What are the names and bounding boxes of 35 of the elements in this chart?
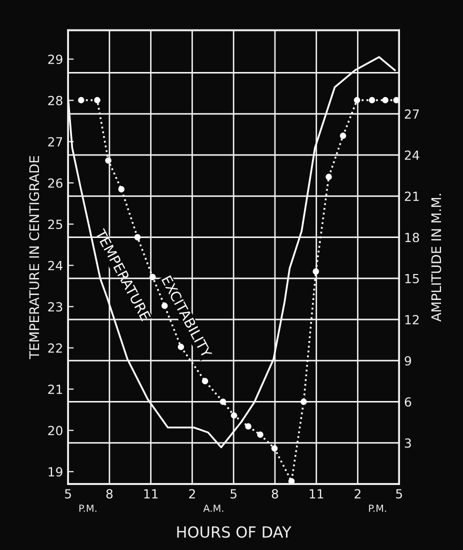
y2-axis-title: AMPLITUDE IN M.M. xyxy=(431,194,442,322)
y-tick-label: 27 xyxy=(48,137,62,146)
y-tick-label: 24 xyxy=(48,260,62,270)
x-axis-title: HOURS OF DAY xyxy=(177,526,292,538)
x-tick-label: 8 xyxy=(106,489,113,499)
y2-tick-label: 9 xyxy=(404,356,412,366)
y-tick-label: 22 xyxy=(48,343,62,353)
x-tick-label: 8 xyxy=(272,489,278,499)
y-tick-label: 25 xyxy=(48,220,62,230)
x-tick-label: 11 xyxy=(310,489,324,498)
x-tick-label: 5 xyxy=(230,489,236,499)
y2-tick-label: 21 xyxy=(404,192,419,201)
y2-tick-label: 6 xyxy=(404,397,412,407)
y2-tick-label: 24 xyxy=(404,150,420,160)
y2-tick-label: 3 xyxy=(404,438,411,448)
text: A.M. xyxy=(203,504,224,512)
y-tick-label: 23 xyxy=(48,302,62,312)
y-axis-title: TEMPERATURE IN CENTIGRADE xyxy=(29,156,40,360)
y2-tick-label: 12 xyxy=(405,314,419,324)
y2-tick-label: 27 xyxy=(404,109,419,119)
x-tick-label: 5 xyxy=(396,489,402,499)
x-tick-label: 11 xyxy=(144,489,158,498)
text: P.M. xyxy=(79,504,96,512)
y-tick-label: 28 xyxy=(48,96,62,106)
y-tick-label: 29 xyxy=(48,54,62,64)
y2-tick-label: 15 xyxy=(405,274,419,284)
text: P.M. xyxy=(369,504,386,512)
y2-tick-label: 18 xyxy=(405,232,420,242)
x-tick-label: 2 xyxy=(354,489,360,498)
y-tick-label: 21 xyxy=(48,384,62,394)
y-tick-label: 19 xyxy=(48,467,62,477)
y-tick-label: 20 xyxy=(48,426,62,436)
y-tick-label: 26 xyxy=(48,178,62,188)
x-tick-label: 5 xyxy=(65,489,71,499)
x-tick-label: 2 xyxy=(189,489,195,498)
